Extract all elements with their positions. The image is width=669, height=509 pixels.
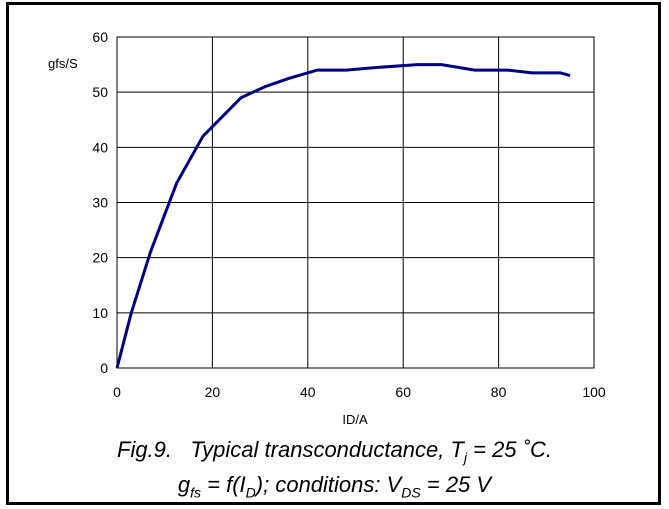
y-tick-label-50: 50 (92, 84, 108, 100)
caption-voltage: = 25 V (420, 472, 492, 498)
caption-line-2: gfs = f(ID); conditions: VDS = 25 V (0, 471, 669, 506)
caption-func: = f(I (201, 472, 246, 498)
caption-gfs-subscript: fs (190, 484, 202, 501)
caption-g: g (177, 472, 191, 498)
y-tick-label-10: 10 (92, 305, 108, 321)
figure-caption: Fig.9. Typical transconductance, Tj = 25… (0, 436, 669, 507)
caption-spacer (172, 437, 190, 462)
caption-line-1: Fig.9. Typical transconductance, Tj = 25… (0, 436, 669, 471)
caption-fig-number: Fig.9. (117, 437, 173, 462)
x-axis-label: ID/A (342, 412, 368, 427)
y-tick-label-20: 20 (92, 250, 108, 266)
caption-title-text: Typical transconductance, T (190, 437, 464, 462)
transconductance-chart: 0 10 20 30 40 50 60 0 20 40 60 80 100 gfs/S ID/A (48, 29, 606, 427)
series-group (115, 63, 571, 369)
y-tick-label-40: 40 (92, 139, 108, 155)
series-line-0 (115, 63, 571, 369)
y-tick-label-60: 60 (92, 29, 108, 45)
y-tick-label-30: 30 (92, 195, 108, 211)
y-tick-label-0: 0 (100, 360, 108, 376)
caption-temperature: = 25 ˚C. (467, 437, 552, 462)
y-axis-label: gfs/S (48, 56, 78, 71)
y-tick-labels: 0 10 20 30 40 50 60 (92, 29, 108, 376)
x-tick-label-20: 20 (205, 384, 221, 400)
x-tick-label-80: 80 (491, 384, 507, 400)
x-tick-label-40: 40 (300, 384, 316, 400)
x-tick-label-100: 100 (582, 384, 606, 400)
caption-id-subscript: D (245, 484, 256, 501)
x-tick-labels: 0 20 40 60 80 100 (113, 384, 606, 400)
grid-lines (117, 37, 594, 368)
caption-conditions: ); conditions: V (255, 472, 402, 498)
x-tick-label-0: 0 (113, 384, 121, 400)
caption-tj-subscript: j (463, 449, 467, 466)
x-tick-label-60: 60 (395, 384, 411, 400)
caption-vds-subscript: DS (401, 484, 421, 501)
